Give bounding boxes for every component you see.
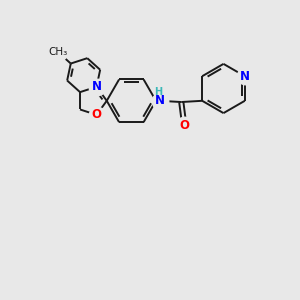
Text: N: N: [240, 70, 250, 83]
Text: N: N: [154, 94, 165, 107]
Text: CH₃: CH₃: [48, 47, 68, 57]
Text: H: H: [154, 87, 162, 97]
Text: O: O: [179, 119, 189, 132]
Text: N: N: [92, 80, 101, 93]
Text: O: O: [92, 108, 101, 121]
